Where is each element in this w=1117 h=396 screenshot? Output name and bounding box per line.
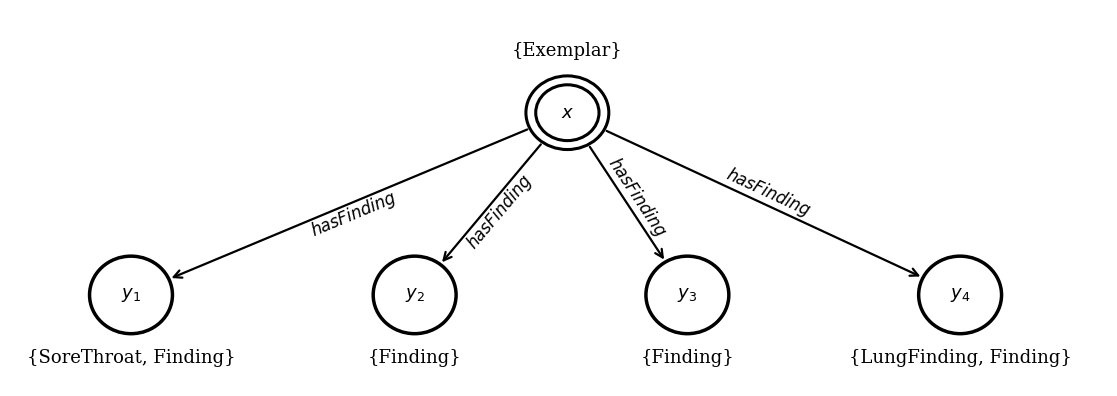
Text: {SoreThroat, Finding}: {SoreThroat, Finding} xyxy=(27,349,236,367)
Ellipse shape xyxy=(646,256,728,334)
Text: {Finding}: {Finding} xyxy=(367,349,461,367)
Ellipse shape xyxy=(526,76,609,150)
Text: {Exemplar}: {Exemplar} xyxy=(512,42,623,60)
Text: hasFinding: hasFinding xyxy=(724,166,813,221)
Ellipse shape xyxy=(89,256,172,334)
Text: $y_2$: $y_2$ xyxy=(404,286,424,304)
Text: hasFinding: hasFinding xyxy=(464,171,536,251)
Ellipse shape xyxy=(373,256,456,334)
Text: {Finding}: {Finding} xyxy=(640,349,734,367)
Text: {LungFinding, Finding}: {LungFinding, Finding} xyxy=(849,349,1071,367)
Text: $x$: $x$ xyxy=(561,104,574,122)
Text: hasFinding: hasFinding xyxy=(604,155,669,240)
Text: $y_4$: $y_4$ xyxy=(949,286,971,304)
Text: $y_3$: $y_3$ xyxy=(677,286,697,304)
Ellipse shape xyxy=(536,85,599,141)
Text: hasFinding: hasFinding xyxy=(308,189,399,240)
Ellipse shape xyxy=(918,256,1002,334)
Text: $y_1$: $y_1$ xyxy=(121,286,141,304)
